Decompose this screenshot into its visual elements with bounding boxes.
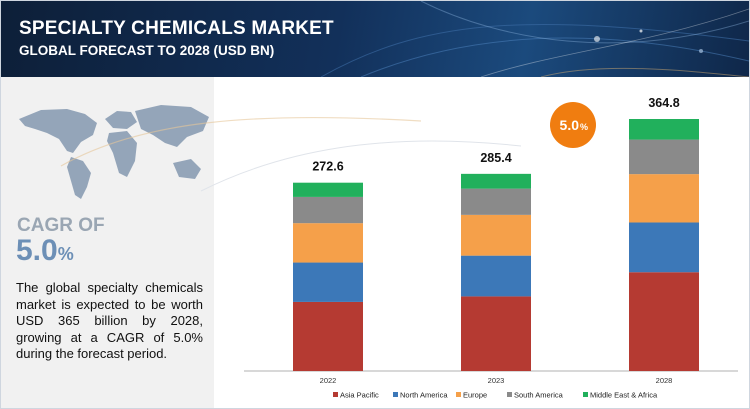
legend-swatch [333,392,338,397]
cagr-bubble-value: 5.0 [560,117,580,133]
header-banner: SPECIALTY CHEMICALS MARKET GLOBAL FORECA… [1,1,749,77]
legend-item-europe: Europe [456,391,487,400]
bar-2023-middle-east-and-africa [461,173,531,189]
cagr-number: 5.0 [16,234,58,267]
legend-label: Asia Pacific [340,391,379,400]
chart-subtitle: GLOBAL FORECAST TO 2028 (USD BN) [19,43,275,58]
cagr-bubble: 5.0 % [550,102,596,148]
bar-2023-europe [461,214,531,256]
bar-2028-asia-pacific [629,272,699,371]
x-tick-2028: 2028 [656,376,673,385]
legend-label: South America [514,391,564,400]
legend-item-north-america: North America [393,391,448,400]
decorative-arc [60,116,422,167]
total-label-2028: 364.8 [648,96,679,110]
legend-swatch [456,392,461,397]
bar-2022-north-america [293,262,363,302]
legend-label: North America [400,391,448,400]
total-label-2022: 272.6 [312,160,343,174]
bar-2023-south-america [461,188,531,215]
x-tick-2022: 2022 [320,376,337,385]
cagr-bubble-circle [550,102,596,148]
bar-2022-south-america [293,196,363,224]
cagr-label: CAGR OF [17,215,105,236]
total-label-2023: 285.4 [480,151,511,165]
legend-label: Middle East & Africa [590,391,658,400]
bar-2028-south-america [629,139,699,175]
world-map-icon [19,105,209,199]
legend-swatch [507,392,512,397]
bar-2023-asia-pacific [461,296,531,371]
legend-item-middle-east-and-africa: Middle East & Africa [583,391,658,400]
legend-label: Europe [463,391,487,400]
bar-2023-north-america [461,255,531,297]
cagr-value: 5.0% [16,234,74,268]
bar-2028-europe [629,174,699,223]
bar-2022-middle-east-and-africa [293,182,363,197]
legend-item-asia-pacific: Asia Pacific [333,391,379,400]
bar-2022-asia-pacific [293,301,363,371]
bar-2028-north-america [629,222,699,273]
legend-item-south-america: South America [507,391,564,400]
x-tick-2023: 2023 [488,376,505,385]
header-decoration [320,1,749,77]
legend-swatch [583,392,588,397]
cagr-unit: % [57,244,74,264]
bar-2022-europe [293,223,363,263]
legend-swatch [393,392,398,397]
bar-2028-middle-east-and-africa [629,119,699,140]
decorative-arc-2 [200,140,522,192]
chart-title: SPECIALTY CHEMICALS MARKET [19,18,334,39]
cagr-bubble-unit: % [580,122,588,132]
market-description: The global specialty chemicals market is… [16,280,203,362]
